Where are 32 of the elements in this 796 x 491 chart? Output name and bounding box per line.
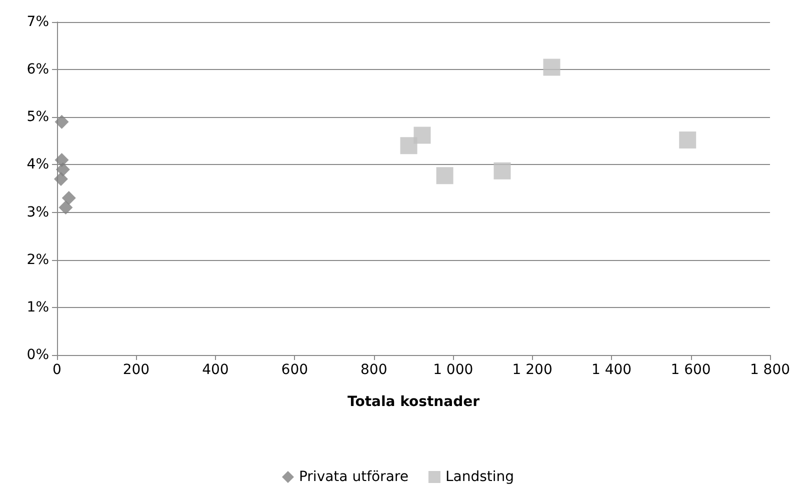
point [414, 126, 431, 144]
x-tick-label: 400 [202, 362, 229, 378]
x-tick-label: 1 000 [433, 362, 474, 378]
legend-label: Landsting [445, 469, 514, 485]
y-tick-label: 3% [26, 204, 49, 220]
point [54, 172, 68, 186]
y-tick-label: 6% [26, 62, 49, 78]
x-tick-label: 1 200 [512, 362, 552, 378]
point [436, 167, 454, 184]
x-tick-label: 0 [52, 362, 62, 378]
x-tick-label: 1 800 [750, 362, 790, 378]
x-tick-label: 600 [281, 362, 308, 378]
point [56, 162, 70, 176]
point [494, 162, 511, 180]
y-tick-label: 1% [26, 299, 49, 316]
point [543, 58, 560, 76]
x-tick-label: 200 [122, 362, 150, 378]
x-tick-label: 1 400 [592, 362, 632, 378]
point [58, 200, 73, 215]
x-axis-title: Totala kostnader [348, 394, 480, 410]
point [54, 114, 69, 129]
point [400, 137, 418, 154]
y-tick-label: 5% [26, 109, 49, 126]
legend-label: Privata utförare [298, 469, 408, 485]
point [62, 191, 76, 206]
y-tick-label: 2% [26, 252, 49, 268]
y-tick-label: 7% [26, 14, 49, 30]
x-tick-label: 800 [360, 362, 388, 378]
y-tick-label: 0% [26, 347, 49, 363]
x-tick-label: 1 600 [670, 362, 711, 378]
y-tick-label: 4% [26, 156, 49, 173]
point [679, 131, 696, 148]
